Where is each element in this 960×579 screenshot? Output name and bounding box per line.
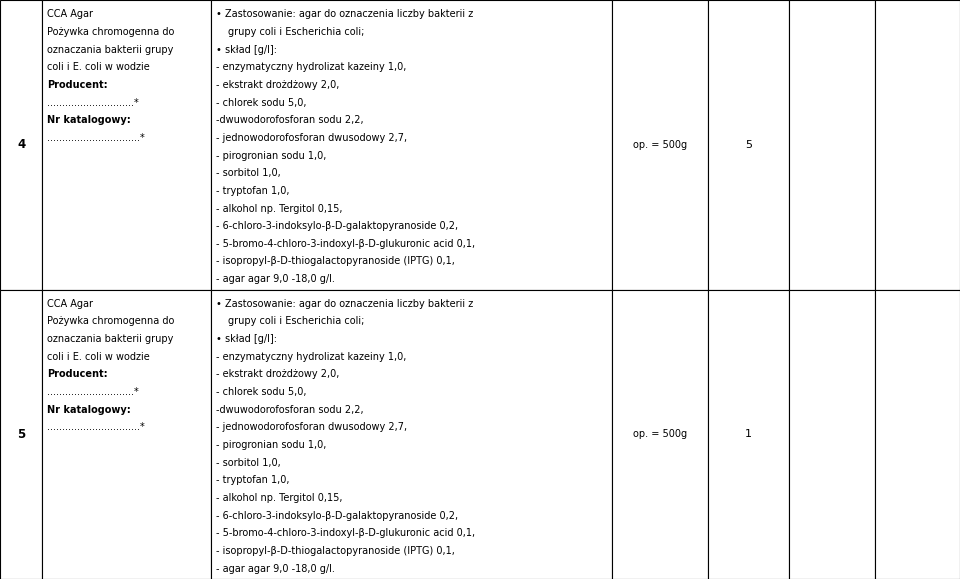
Text: Nr katalogowy:: Nr katalogowy:	[47, 405, 131, 415]
Text: - tryptofan 1,0,: - tryptofan 1,0,	[216, 186, 290, 196]
Text: 1: 1	[745, 429, 753, 439]
Text: - alkohol np. Tergitol 0,15,: - alkohol np. Tergitol 0,15,	[216, 493, 343, 503]
Text: op. = 500g: op. = 500g	[634, 429, 687, 439]
Text: grupy coli i Escherichia coli;: grupy coli i Escherichia coli;	[228, 316, 365, 327]
Text: ...............................*: ...............................*	[47, 133, 145, 143]
Text: - sorbitol 1,0,: - sorbitol 1,0,	[216, 168, 280, 178]
Text: Pożywka chromogenna do: Pożywka chromogenna do	[47, 316, 175, 327]
Bar	[211, 0, 612, 290]
Text: - jednowodorofosforan dwusodowy 2,7,: - jednowodorofosforan dwusodowy 2,7,	[216, 133, 407, 143]
Bar	[0, 0, 42, 290]
Text: -dwuwodorofosforan sodu 2,2,: -dwuwodorofosforan sodu 2,2,	[216, 405, 364, 415]
Bar	[708, 290, 789, 579]
Bar	[612, 0, 708, 290]
Text: coli i E. coli w wodzie: coli i E. coli w wodzie	[47, 351, 150, 362]
Text: - chlorek sodu 5,0,: - chlorek sodu 5,0,	[216, 97, 306, 108]
Text: - chlorek sodu 5,0,: - chlorek sodu 5,0,	[216, 387, 306, 397]
Text: - ekstrakt drożdżowy 2,0,: - ekstrakt drożdżowy 2,0,	[216, 80, 340, 90]
Text: - agar agar 9,0 -18,0 g/l.: - agar agar 9,0 -18,0 g/l.	[216, 274, 335, 284]
Bar	[789, 0, 875, 290]
Text: - 6-chloro-3-indoksylo-β-D-galaktopyranoside 0,2,: - 6-chloro-3-indoksylo-β-D-galaktopyrano…	[216, 511, 458, 521]
Text: CCA Agar: CCA Agar	[47, 9, 93, 19]
Text: .............................*: .............................*	[47, 387, 139, 397]
Text: • Zastosowanie: agar do oznaczenia liczby bakterii z: • Zastosowanie: agar do oznaczenia liczb…	[216, 9, 473, 19]
Text: - isopropyl-β-D-thiogalactopyranoside (IPTG) 0,1,: - isopropyl-β-D-thiogalactopyranoside (I…	[216, 256, 455, 266]
Text: -dwuwodorofosforan sodu 2,2,: -dwuwodorofosforan sodu 2,2,	[216, 115, 364, 125]
Bar	[42, 290, 211, 579]
Text: Nr katalogowy:: Nr katalogowy:	[47, 115, 131, 125]
Text: 5: 5	[745, 140, 753, 150]
Text: • skład [g/l]:: • skład [g/l]:	[216, 334, 277, 344]
Text: - enzymatyczny hydrolizat kazeiny 1,0,: - enzymatyczny hydrolizat kazeiny 1,0,	[216, 351, 406, 362]
Text: - 5-bromo-4-chloro-3-indoxyl-β-D-glukuronic acid 0,1,: - 5-bromo-4-chloro-3-indoxyl-β-D-glukuro…	[216, 239, 475, 249]
Bar	[211, 290, 612, 579]
Text: - agar agar 9,0 -18,0 g/l.: - agar agar 9,0 -18,0 g/l.	[216, 563, 335, 574]
Text: op. = 500g: op. = 500g	[634, 140, 687, 150]
Text: grupy coli i Escherichia coli;: grupy coli i Escherichia coli;	[228, 27, 365, 37]
Text: - alkohol np. Tergitol 0,15,: - alkohol np. Tergitol 0,15,	[216, 203, 343, 214]
Text: Pożywka chromogenna do: Pożywka chromogenna do	[47, 27, 175, 37]
Text: - pirogronian sodu 1,0,: - pirogronian sodu 1,0,	[216, 440, 326, 450]
Text: - sorbitol 1,0,: - sorbitol 1,0,	[216, 457, 280, 468]
Text: .............................*: .............................*	[47, 97, 139, 108]
Bar	[708, 0, 789, 290]
Text: - ekstrakt drożdżowy 2,0,: - ekstrakt drożdżowy 2,0,	[216, 369, 340, 379]
Text: Producent:: Producent:	[47, 80, 108, 90]
Text: - pirogronian sodu 1,0,: - pirogronian sodu 1,0,	[216, 151, 326, 160]
Text: - 5-bromo-4-chloro-3-indoxyl-β-D-glukuronic acid 0,1,: - 5-bromo-4-chloro-3-indoxyl-β-D-glukuro…	[216, 528, 475, 538]
Text: - jednowodorofosforan dwusodowy 2,7,: - jednowodorofosforan dwusodowy 2,7,	[216, 422, 407, 433]
Text: • skład [g/l]:: • skład [g/l]:	[216, 45, 277, 54]
Bar	[789, 290, 875, 579]
Bar	[0, 290, 42, 579]
Text: - 6-chloro-3-indoksylo-β-D-galaktopyranoside 0,2,: - 6-chloro-3-indoksylo-β-D-galaktopyrano…	[216, 221, 458, 231]
Text: Producent:: Producent:	[47, 369, 108, 379]
Text: coli i E. coli w wodzie: coli i E. coli w wodzie	[47, 62, 150, 72]
Text: - isopropyl-β-D-thiogalactopyranoside (IPTG) 0,1,: - isopropyl-β-D-thiogalactopyranoside (I…	[216, 546, 455, 556]
Text: 5: 5	[17, 428, 25, 441]
Text: - tryptofan 1,0,: - tryptofan 1,0,	[216, 475, 290, 485]
Text: oznaczania bakterii grupy: oznaczania bakterii grupy	[47, 45, 174, 54]
Text: • Zastosowanie: agar do oznaczenia liczby bakterii z: • Zastosowanie: agar do oznaczenia liczb…	[216, 299, 473, 309]
Bar	[875, 290, 960, 579]
Bar	[42, 0, 211, 290]
Text: CCA Agar: CCA Agar	[47, 299, 93, 309]
Text: oznaczania bakterii grupy: oznaczania bakterii grupy	[47, 334, 174, 344]
Bar	[612, 290, 708, 579]
Text: ...............................*: ...............................*	[47, 422, 145, 433]
Text: - enzymatyczny hydrolizat kazeiny 1,0,: - enzymatyczny hydrolizat kazeiny 1,0,	[216, 62, 406, 72]
Bar	[875, 0, 960, 290]
Text: 4: 4	[17, 138, 25, 151]
